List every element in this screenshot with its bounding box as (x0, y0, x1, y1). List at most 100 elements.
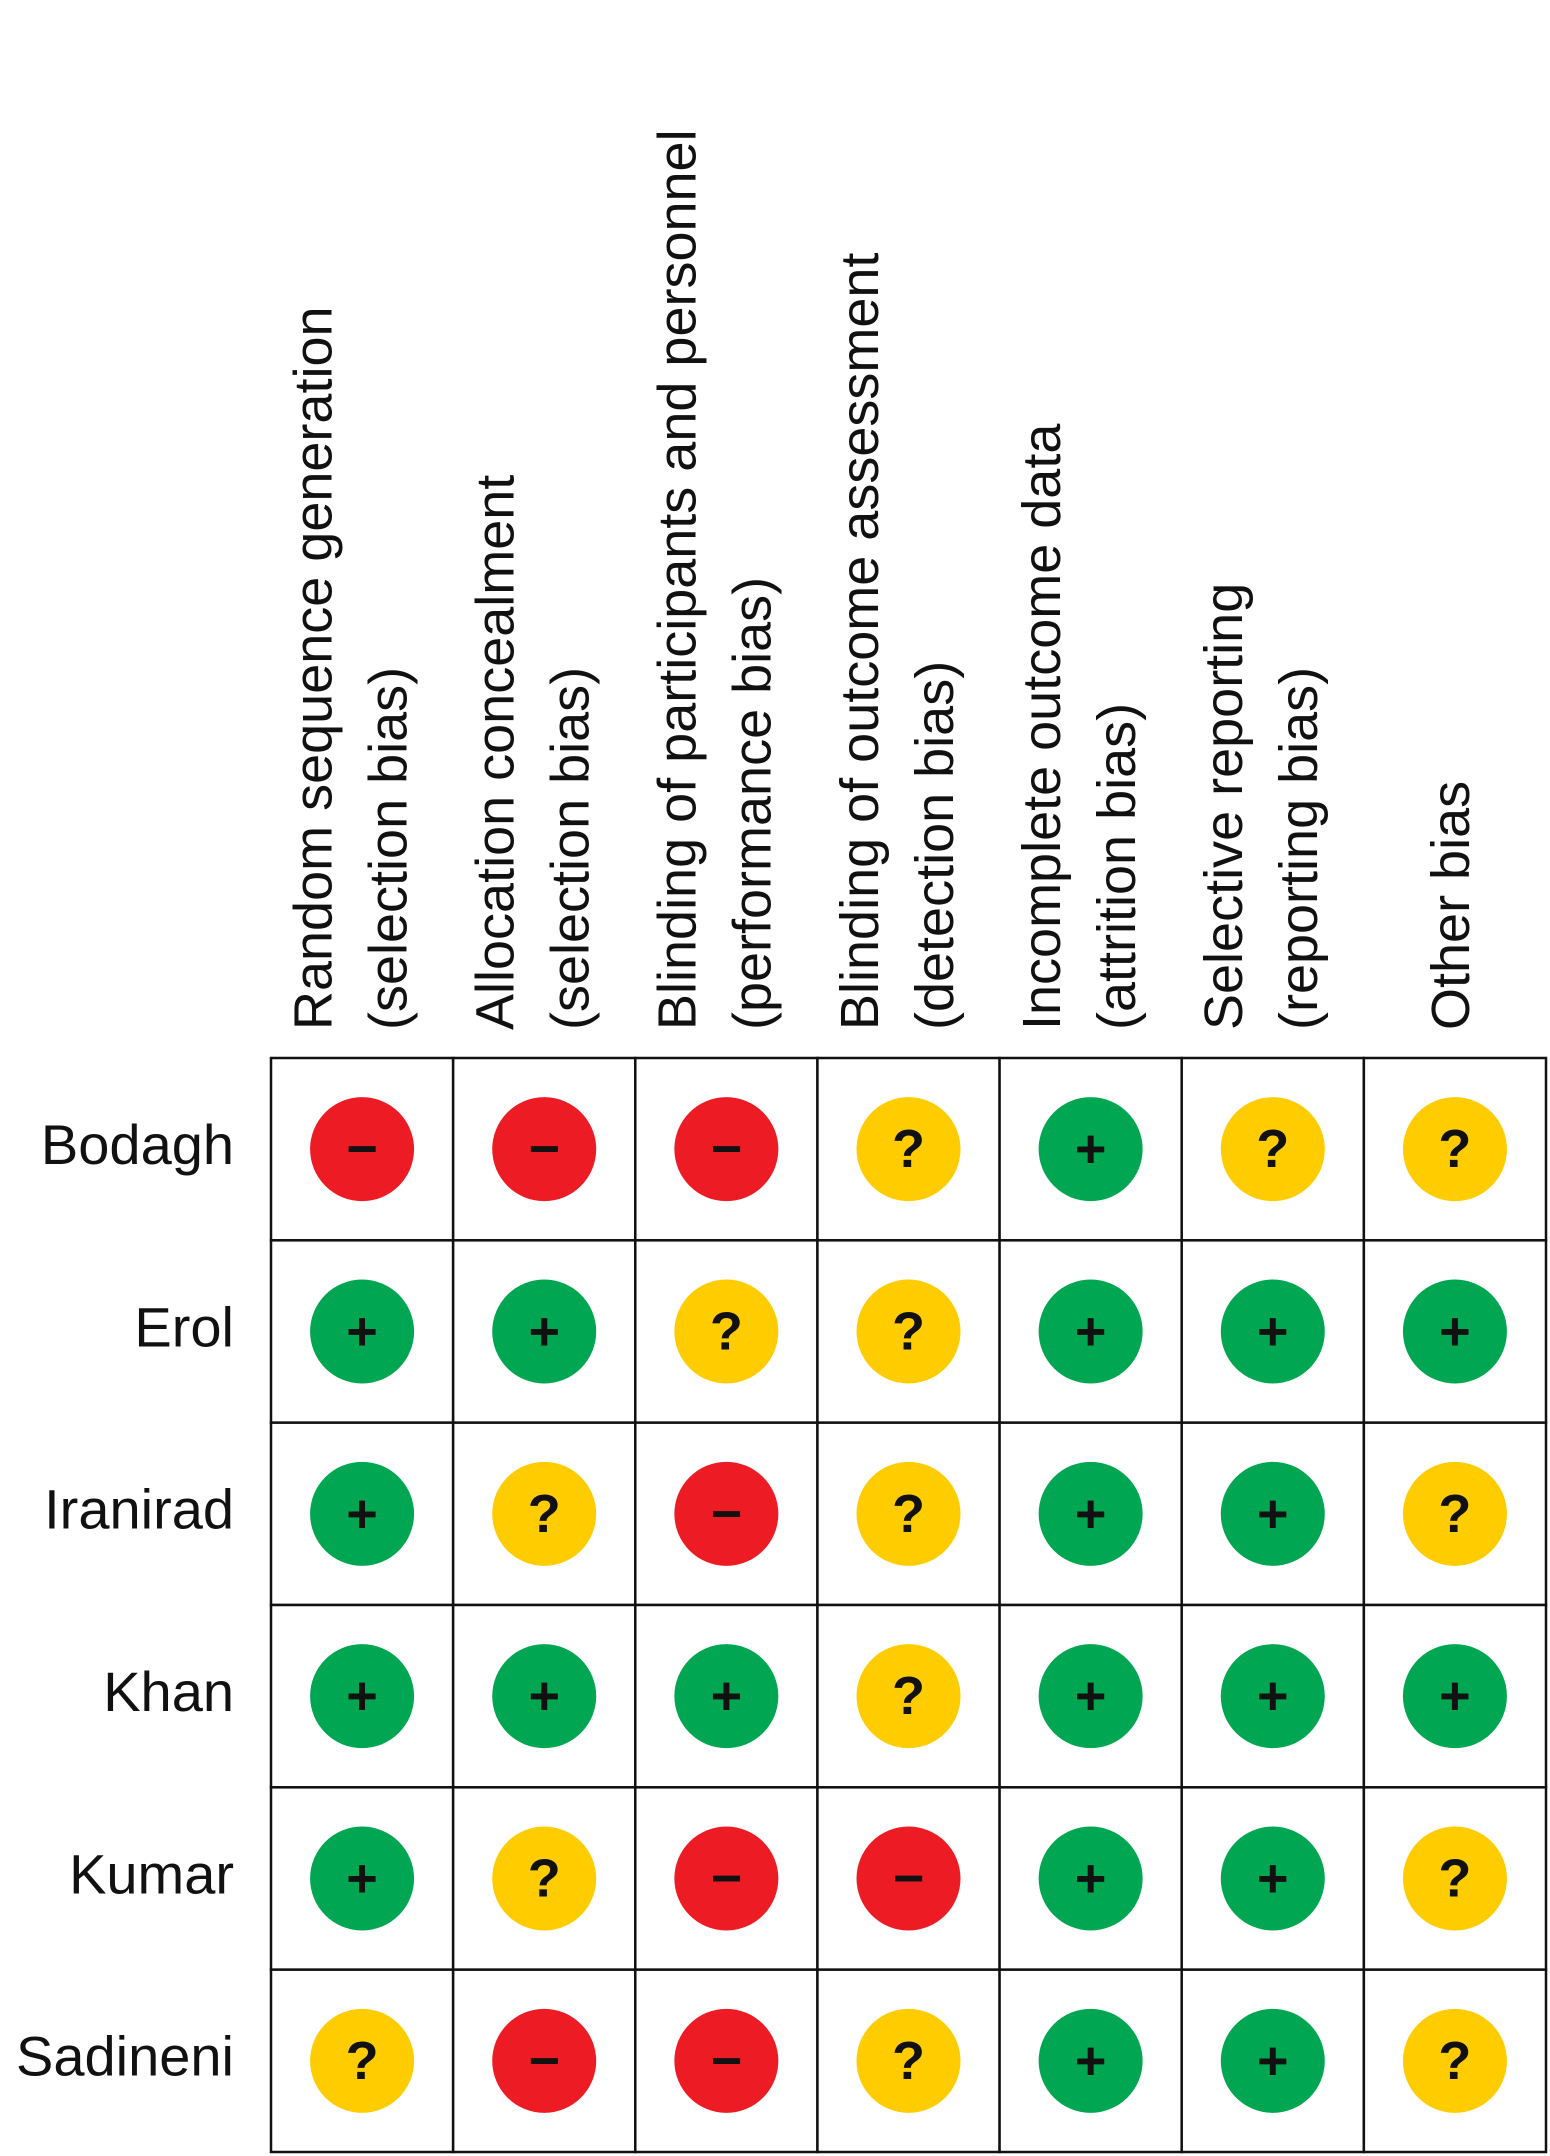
judgement-dot (492, 1826, 597, 1931)
judgement-dot (856, 1644, 961, 1749)
judgement-symbol: + (1257, 1849, 1289, 1909)
judgement-symbol: + (1075, 1119, 1107, 1179)
judgement-symbol: − (528, 1119, 560, 1179)
judgement-dot (674, 1644, 779, 1749)
study-label: Kumar (69, 1842, 234, 1905)
judgement-symbol: ? (710, 1302, 743, 1362)
column-header: (detection bias) (905, 661, 965, 1030)
study-label: Bodagh (41, 1113, 234, 1176)
column-header: Random sequence generation (283, 306, 343, 1030)
column-header: Other bias (1421, 781, 1481, 1030)
judgement-symbol: + (1075, 1302, 1107, 1362)
study-label: Erol (134, 1295, 234, 1358)
judgement-symbol: + (1075, 1484, 1107, 1544)
judgement-symbol: + (1075, 2031, 1107, 2091)
judgement-dot (492, 1461, 597, 1566)
cell (1362, 1603, 1548, 1789)
judgement-symbol: + (1075, 1849, 1107, 1909)
judgement-dot (674, 1461, 779, 1566)
judgement-dot (492, 1279, 597, 1384)
column-header: Selective reporting (1194, 583, 1254, 1030)
judgement-dot (674, 1279, 779, 1384)
judgement-symbol: − (711, 1849, 743, 1909)
judgement-dot (1402, 1826, 1507, 1931)
judgement-dot (674, 2008, 779, 2113)
judgement-symbol: − (711, 1484, 743, 1544)
judgement-dot (856, 1097, 961, 1202)
judgement-symbol: + (346, 1666, 378, 1726)
judgement-dot (1220, 1644, 1325, 1749)
judgement-symbol: ? (528, 1484, 561, 1544)
judgement-symbol: + (1257, 1666, 1289, 1726)
judgement-dot (310, 1826, 415, 1931)
judgement-symbol: + (1257, 1302, 1289, 1362)
judgement-symbol: + (1257, 1484, 1289, 1544)
judgement-dot (1038, 1279, 1143, 1384)
judgement-symbol: ? (1438, 1119, 1471, 1179)
judgement-symbol: + (1257, 2031, 1289, 2091)
judgement-symbol: + (1075, 1666, 1107, 1726)
study-label: Khan (103, 1660, 234, 1723)
judgement-dot (1220, 1097, 1325, 1202)
judgement-dot (310, 1279, 415, 1384)
judgement-dot (1038, 1644, 1143, 1749)
study-label: Sadineni (16, 2025, 234, 2088)
study-label: Iranirad (44, 1478, 234, 1541)
judgement-symbol: + (346, 1849, 378, 1909)
judgement-dot (856, 1826, 961, 1931)
judgement-dot (674, 1097, 779, 1202)
judgement-symbol: − (711, 1119, 743, 1179)
judgement-dot (856, 1461, 961, 1566)
judgement-dot (1038, 1826, 1143, 1931)
judgement-dot (1402, 1279, 1507, 1384)
judgement-symbol: − (711, 2031, 743, 2091)
judgement-symbol: + (1439, 1302, 1471, 1362)
judgement-dot (1220, 1461, 1325, 1566)
column-header: Blinding of outcome assessment (830, 253, 890, 1030)
judgement-symbol: ? (1256, 1119, 1289, 1179)
column-header: (selection bias) (540, 667, 600, 1030)
column-header: (performance bias) (723, 577, 783, 1030)
judgement-dot (856, 2008, 961, 2113)
judgement-dot (1038, 1461, 1143, 1566)
judgement-symbol: + (528, 1302, 560, 1362)
judgement-dot (310, 2008, 415, 2113)
column-header: Allocation concealment (465, 475, 525, 1030)
judgement-dot (492, 2008, 597, 2113)
column-header: Blinding of participants and personnel (648, 129, 708, 1030)
judgement-dot (1402, 2008, 1507, 2113)
column-header: (reporting bias) (1269, 667, 1329, 1030)
judgement-dot (1402, 1097, 1507, 1202)
judgement-dot (310, 1097, 415, 1202)
judgement-symbol: + (711, 1666, 743, 1726)
judgement-dot (492, 1644, 597, 1749)
judgement-dot (310, 1461, 415, 1566)
judgement-symbol: ? (892, 1302, 925, 1362)
judgement-symbol: ? (892, 1666, 925, 1726)
judgement-symbol: + (528, 1666, 560, 1726)
judgement-dot (492, 1097, 597, 1202)
judgement-symbol: + (346, 1484, 378, 1544)
judgement-dot (1402, 1461, 1507, 1566)
judgement-symbol: − (346, 1119, 378, 1179)
judgement-dot (310, 1644, 415, 1749)
judgement-dot (1038, 1097, 1143, 1202)
judgement-symbol: ? (892, 2031, 925, 2091)
column-header: (selection bias) (358, 667, 418, 1030)
judgement-symbol: ? (528, 1849, 561, 1909)
judgement-symbol: ? (1438, 2031, 1471, 2091)
cell (816, 1603, 1001, 1789)
judgement-symbol: ? (346, 2031, 379, 2091)
judgement-dot (1220, 2008, 1325, 2113)
judgement-dot (856, 1279, 961, 1384)
judgement-dot (1402, 1644, 1507, 1749)
judgement-symbol: + (1439, 1666, 1471, 1726)
judgement-dot (1220, 1279, 1325, 1384)
judgement-symbol: ? (1438, 1849, 1471, 1909)
judgement-symbol: − (528, 2031, 560, 2091)
judgement-symbol: − (893, 1849, 925, 1909)
judgement-symbol: ? (1438, 1484, 1471, 1544)
judgement-dot (674, 1826, 779, 1931)
judgement-symbol: + (346, 1302, 378, 1362)
